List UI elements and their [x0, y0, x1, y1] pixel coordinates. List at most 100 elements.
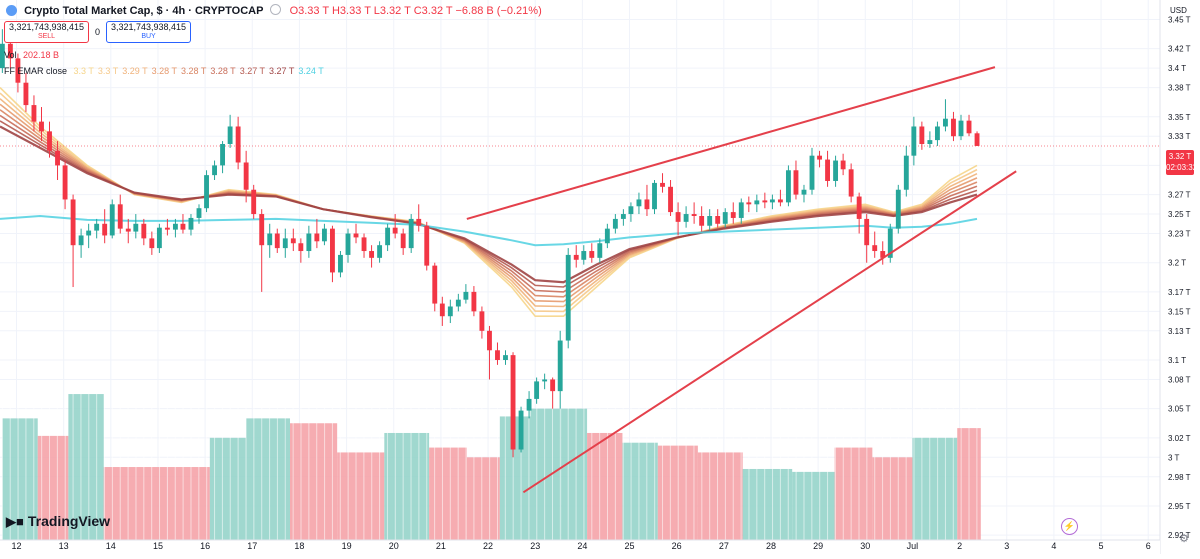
candle-body: [534, 381, 540, 399]
sell-label: SELL: [37, 33, 56, 40]
candle-body: [400, 233, 406, 249]
candle-body: [557, 340, 563, 392]
price-tick-label: 3.27 T: [1168, 191, 1191, 200]
price-tick-label: 3 T: [1168, 453, 1180, 462]
price-tick-label: 3.4 T: [1168, 64, 1186, 73]
tradingview-logo[interactable]: ▶■ TradingView: [6, 513, 110, 530]
candle-body: [895, 189, 901, 229]
candle-body: [369, 251, 375, 258]
lightning-icon[interactable]: ⚡: [1061, 518, 1078, 535]
emar-label: FF EMAR close: [4, 66, 68, 76]
time-tick-label: 26: [672, 541, 682, 551]
candle-body: [974, 133, 980, 146]
sell-price: 3,321,743,938,415: [8, 22, 85, 32]
candle-body: [172, 223, 178, 230]
trendline-0: [466, 66, 996, 220]
candle-body: [338, 254, 343, 273]
candle-body: [330, 228, 335, 273]
candle-body: [39, 121, 44, 132]
candle-body: [290, 238, 296, 244]
volume-bar: [912, 437, 958, 540]
volume-bar: [290, 423, 338, 540]
candle-body: [833, 160, 839, 181]
candle-body: [958, 120, 964, 137]
candle-body: [880, 251, 886, 258]
candle-body: [188, 217, 194, 230]
candle-body: [47, 131, 52, 151]
price-tick-label: 3.42 T: [1168, 45, 1191, 54]
time-tick-label: 2: [957, 541, 962, 551]
candle-body: [455, 299, 461, 307]
candle-body: [62, 165, 68, 200]
candle-body: [479, 311, 485, 331]
candle-body: [597, 243, 603, 258]
time-tick-label: 4: [1051, 541, 1056, 551]
candle-body: [809, 155, 815, 190]
price-tick-label: 3.15 T: [1168, 307, 1191, 316]
candle-body: [353, 233, 359, 238]
emar-legend[interactable]: FF EMAR close 3.3 T 3.3 T 3.29 T 3.28 T 3.28…: [4, 66, 324, 76]
candle-body: [196, 208, 202, 218]
candle-body: [385, 227, 391, 246]
candle-body: [636, 199, 642, 207]
price-tick-label: 3.02 T: [1168, 434, 1191, 443]
candle-body: [542, 379, 548, 382]
buy-button[interactable]: 3,321,743,938,415 BUY: [106, 21, 192, 43]
volume-bar: [429, 447, 467, 540]
time-tick-label: 18: [294, 541, 304, 551]
candle-body: [361, 237, 367, 252]
visibility-toggle-icon[interactable]: [269, 4, 281, 15]
candle-body: [668, 186, 673, 213]
time-tick-label: 14: [106, 541, 116, 551]
time-tick-label: 16: [200, 541, 210, 551]
candle-body: [487, 330, 492, 351]
candle-body: [70, 199, 76, 246]
bar-countdown: 02:03:32: [1166, 163, 1198, 172]
price-tick-label: 2.92 T: [1168, 531, 1191, 540]
trade-panel: 3,321,743,938,415 SELL 0 3,321,743,938,4…: [4, 21, 192, 43]
candle-body: [887, 228, 893, 258]
price-tick-label: 3.23 T: [1168, 230, 1191, 239]
candle-body: [15, 58, 21, 83]
trendline-1: [522, 170, 1017, 494]
buy-label: BUY: [141, 33, 156, 40]
ema-line-7: [0, 125, 978, 284]
sell-button[interactable]: 3,321,743,938,415 SELL: [4, 21, 89, 43]
candle-body: [94, 223, 100, 231]
emar-value-5: 3.28 T: [210, 66, 236, 76]
candle-body: [314, 233, 320, 242]
candle-body: [408, 218, 414, 249]
time-tick-label: 28: [766, 541, 776, 551]
time-tick-label: 24: [577, 541, 587, 551]
candle-body: [722, 212, 728, 224]
volume-bar: [337, 452, 385, 540]
candle-body: [675, 212, 681, 222]
symbol-title[interactable]: Crypto Total Market Cap, $ · 4h · CRYPTO…: [24, 5, 264, 17]
candle-body: [730, 212, 736, 218]
emar-value-3: 3.28 T: [151, 66, 177, 76]
candle-body: [738, 202, 744, 218]
candle-body: [503, 355, 508, 360]
candle-body: [392, 227, 398, 234]
volume-legend[interactable]: Vol 202.18 B: [4, 50, 59, 60]
buy-price: 3,321,743,938,415: [110, 22, 187, 32]
candle-body: [471, 291, 477, 312]
gear-icon[interactable]: ⚙: [1179, 533, 1189, 545]
candle-body: [581, 251, 587, 260]
time-tick-label: Jul: [907, 541, 919, 551]
volume-bar: [561, 408, 588, 540]
volume-bar: [530, 408, 562, 540]
emar-value-6: 3.27 T: [239, 66, 266, 76]
candle-body: [141, 223, 147, 239]
candle-body: [133, 223, 139, 232]
candle-body: [903, 155, 909, 190]
time-tick-label: 15: [153, 541, 163, 551]
candle-body: [55, 150, 60, 166]
candle-body: [495, 350, 500, 360]
price-tick-label: 3.45 T: [1168, 15, 1191, 24]
time-tick-label: 12: [11, 541, 21, 551]
candle-body: [510, 355, 516, 450]
price-tick-label: 3.17 T: [1168, 288, 1191, 297]
